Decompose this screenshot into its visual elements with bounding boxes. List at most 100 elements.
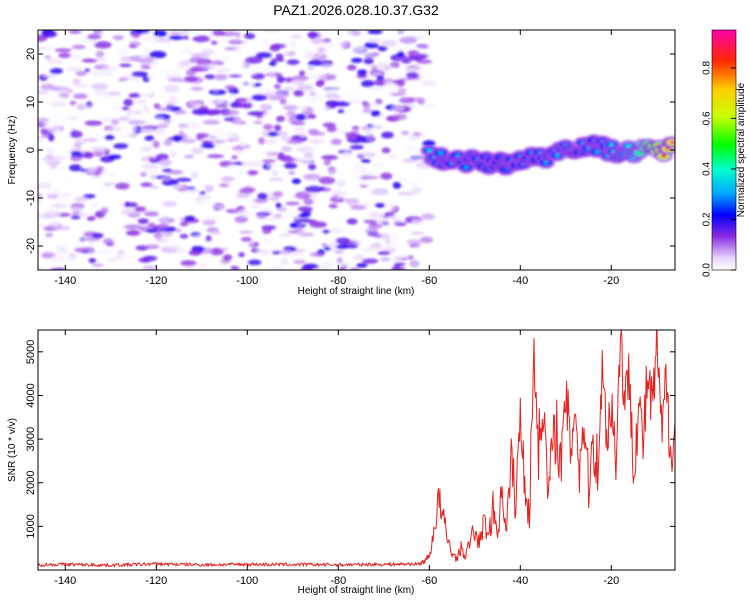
snr-x-tick-label: -20 (603, 575, 619, 587)
spectrogram-noise-blob (270, 57, 285, 63)
spectrogram-noise-blob (58, 204, 70, 209)
spectrogram-noise-blob (74, 196, 89, 202)
spectrogram-x-tick-label: -20 (603, 275, 619, 287)
spectrogram-noise-blob (418, 134, 426, 140)
spectrogram-noise-blob (206, 162, 220, 170)
spectrogram-noise-blob (295, 84, 314, 88)
spectrogram-noise-blob (260, 237, 274, 244)
spectrogram-noise-blob (123, 112, 133, 119)
spectrogram-noise-blob (308, 74, 327, 80)
spectrogram-noise-blob (142, 265, 158, 270)
spectrogram-noise-blob (364, 182, 373, 188)
spectrogram-noise-blob (384, 78, 393, 82)
spectrogram-noise-blob (367, 30, 383, 35)
spectrogram-noise-blob (234, 46, 244, 55)
spectrogram-noise-blob (98, 185, 111, 192)
spectrogram-noise-blob (92, 51, 105, 59)
spectrogram-x-tick-label: -80 (330, 275, 346, 287)
spectrogram-noise-blob (286, 110, 297, 117)
spectrogram-noise-blob (409, 260, 420, 268)
spectrogram-noise-blob (408, 134, 419, 141)
spectrogram-noise-blob (318, 176, 336, 185)
spectrogram-noise-blob (284, 211, 302, 217)
spectrogram-y-tick-label: 10 (25, 96, 37, 108)
spectrogram-noise-blob (402, 159, 413, 164)
spectrogram-noise-blob (367, 86, 383, 91)
spectrogram-noise-blob (303, 173, 321, 181)
spectrogram-noise-blob (126, 202, 138, 208)
spectrogram-noise-blob (376, 75, 385, 80)
spectrogram-x-ticks: -140 -120 -100 -80 -60 -40 -20 (54, 30, 619, 287)
spectrogram-noise-blob (206, 99, 224, 105)
spectrogram-noise-blob (250, 203, 262, 209)
spectrogram-noise-blob (364, 52, 374, 59)
spectrogram-noise-blob (106, 126, 117, 132)
spectrogram-noise-blob (81, 58, 98, 63)
spectrogram-noise-blob (234, 216, 248, 223)
spectrogram-noise-blob (196, 132, 210, 139)
spectrogram-noise-blob (370, 167, 379, 172)
spectrogram-noise-blob (176, 217, 184, 221)
spectrogram-noise-blob (384, 237, 391, 246)
spectrogram-noise-blob (190, 52, 200, 57)
spectrogram-noise-blob (224, 109, 240, 116)
spectrogram-noise-blob (200, 263, 207, 268)
spectrogram-noise-blob (277, 152, 285, 158)
spectrogram-noise-blob (344, 132, 358, 137)
spectrogram-noise-blob (155, 128, 166, 136)
spectrogram-noise-blob (309, 92, 317, 96)
spectrogram-noise-blob (414, 53, 429, 59)
spectrogram-noise-blob (301, 88, 318, 92)
spectrogram-noise-blob (371, 154, 386, 162)
spectrogram-noise-blob (285, 201, 300, 206)
spectrogram-noise-blob (160, 69, 178, 74)
spectrogram-noise-blob (291, 75, 309, 81)
spectrogram-noise-blob (280, 157, 296, 163)
spectrogram-noise-blob (396, 57, 415, 62)
spectrogram-noise-blob (317, 31, 330, 36)
spectrogram-noise-blob (268, 182, 280, 187)
spectrogram-noise-blob (403, 145, 417, 152)
spectrogram-noise-blob (233, 103, 249, 108)
spectrogram-track-core (660, 154, 667, 158)
spectrogram-noise-blob (227, 179, 236, 188)
spectrogram-noise-blob (38, 197, 43, 204)
spectrogram-noise-blob (228, 259, 238, 264)
spectrogram-noise-blob (394, 222, 407, 226)
spectrogram-noise-blob (49, 166, 68, 171)
spectrogram-noise-blob (379, 93, 393, 97)
spectrogram-noise-blob (109, 172, 116, 177)
colorbar-gradient (711, 29, 737, 271)
spectrogram-noise-blob (292, 259, 307, 264)
spectrogram-noise-blob (184, 190, 201, 194)
spectrogram-noise-blob (261, 159, 277, 163)
spectrogram-noise-blob (268, 61, 277, 67)
spectrogram-noise-blob (384, 243, 403, 250)
spectrogram-noise-blob (201, 140, 214, 145)
spectrogram-x-tick-label: -40 (512, 275, 528, 287)
spectrogram-noise-blob (322, 122, 336, 128)
spectrogram-noise-blob (323, 255, 334, 260)
spectrogram-noise-blob (420, 79, 437, 86)
spectrogram-noise-blob (398, 87, 407, 95)
spectrogram-noise-blob (264, 216, 280, 221)
spectrogram-noise-blob (357, 151, 372, 157)
spectrogram-noise-blob (49, 209, 62, 217)
spectrogram-noise-blob (262, 226, 272, 235)
spectrogram-noise-blob (69, 100, 77, 106)
spectrogram-noise-blob (100, 207, 109, 214)
spectrogram-noise-blob (182, 30, 196, 37)
spectrogram-noise-blob (332, 129, 350, 134)
spectrogram-noise-blob (377, 45, 388, 52)
spectrogram-noise-blob (67, 256, 76, 262)
spectrogram-noise-blob (305, 95, 324, 103)
spectrogram-y-tick-label: 20 (25, 48, 37, 60)
spectrogram-noise-blob (271, 250, 282, 255)
spectrogram-noise-blob (381, 147, 391, 154)
spectrogram-noise-blob (53, 226, 71, 231)
spectrogram-noise-blob (78, 211, 88, 218)
spectrogram-noise-blob (118, 78, 125, 82)
spectrogram-noise-blob (134, 206, 147, 213)
spectrogram-noise-blob (176, 177, 192, 182)
colorbar-tick-label: 0.4 (702, 162, 713, 176)
